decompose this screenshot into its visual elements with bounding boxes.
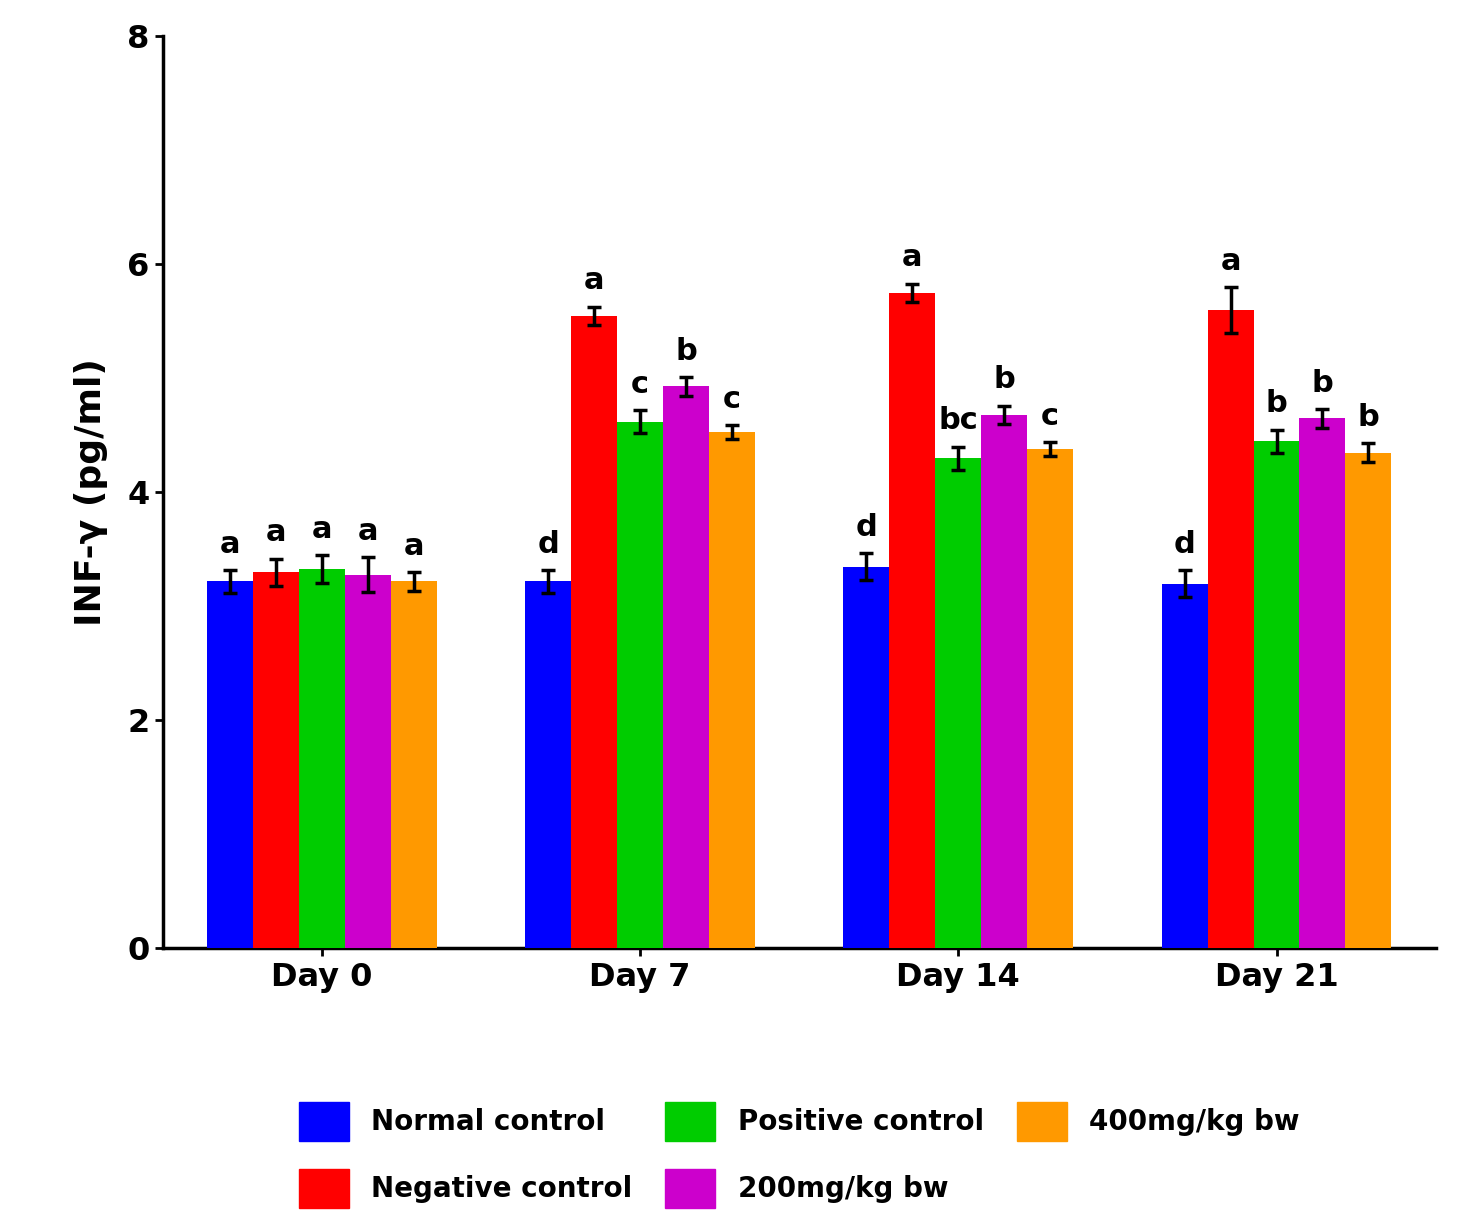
Bar [253, 573, 299, 948]
Bar [709, 432, 755, 948]
Bar [525, 581, 571, 948]
Bar [299, 569, 345, 948]
Text: a: a [585, 266, 604, 295]
Bar [1299, 418, 1345, 948]
Text: c: c [630, 370, 650, 399]
Text: b: b [993, 366, 1015, 394]
Bar [1162, 584, 1208, 948]
Text: d: d [1174, 530, 1196, 558]
Bar [617, 422, 663, 948]
Text: a: a [266, 518, 286, 547]
Text: b: b [1265, 389, 1288, 418]
Bar [663, 387, 709, 948]
Text: d: d [855, 512, 878, 541]
Text: c: c [1042, 402, 1060, 430]
Text: a: a [219, 530, 240, 558]
Text: a: a [358, 517, 377, 546]
Text: b: b [1311, 368, 1333, 398]
Bar [1345, 452, 1391, 948]
Bar [1254, 441, 1299, 948]
Text: a: a [404, 531, 425, 561]
Bar [391, 581, 437, 948]
Text: b: b [1357, 402, 1379, 432]
Bar [889, 293, 935, 948]
Y-axis label: INF-γ (pg/ml): INF-γ (pg/ml) [74, 359, 108, 626]
Bar [345, 575, 391, 948]
Bar [1027, 449, 1073, 948]
Text: a: a [1221, 247, 1240, 276]
Bar [1208, 310, 1254, 948]
Text: d: d [537, 530, 559, 558]
Text: c: c [724, 384, 741, 413]
Bar [935, 458, 981, 948]
Text: a: a [903, 243, 922, 272]
Legend: Normal control, Negative control, Positive control, 200mg/kg bw, 400mg/kg bw: Normal control, Negative control, Positi… [299, 1102, 1299, 1209]
Text: a: a [312, 514, 332, 544]
Bar [571, 316, 617, 948]
Bar [844, 567, 889, 948]
Text: bc: bc [938, 406, 978, 435]
Text: b: b [675, 337, 697, 366]
Bar [207, 581, 253, 948]
Bar [981, 415, 1027, 948]
